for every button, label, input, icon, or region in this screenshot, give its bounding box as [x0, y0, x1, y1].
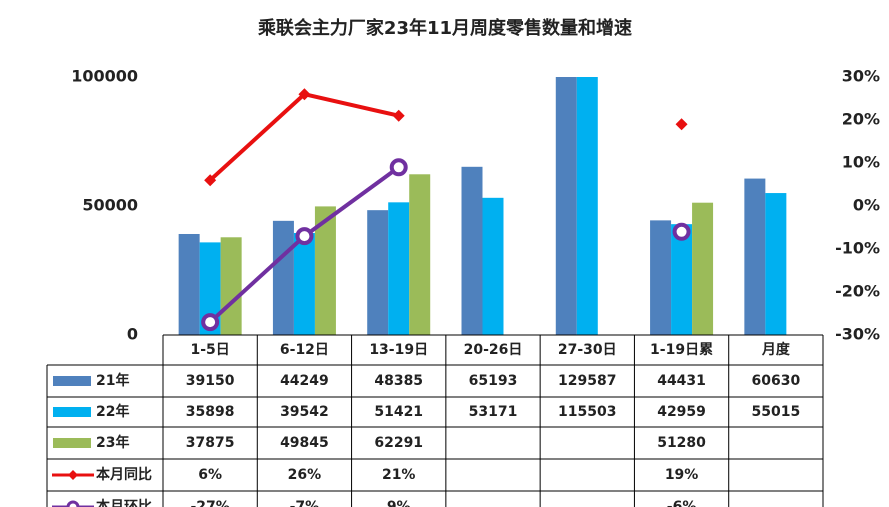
y2-tick-label: -30% — [835, 325, 880, 344]
bar — [272, 220, 294, 335]
marker — [672, 222, 691, 241]
y-tick-label: 0 — [127, 325, 138, 344]
table-cell: 9% — [387, 499, 411, 507]
table-cell: 44249 — [280, 373, 329, 389]
legend-key — [66, 500, 80, 507]
marker — [389, 158, 408, 177]
bar — [576, 77, 598, 335]
bar — [388, 202, 410, 335]
table-cell: 62291 — [374, 435, 423, 451]
y2-tick-label: -20% — [835, 282, 880, 301]
bar — [409, 174, 431, 335]
table-cell: -7% — [290, 499, 320, 507]
table-cell: -27% — [190, 499, 229, 507]
x-tick-label: 27-30日 — [558, 342, 617, 358]
bar-layer — [178, 77, 787, 335]
bar — [650, 220, 672, 335]
bar — [220, 237, 242, 335]
y-tick-label: 100000 — [71, 67, 138, 86]
bar — [367, 210, 389, 335]
table-cell: -6% — [667, 499, 697, 507]
table-cell: 39542 — [280, 404, 329, 420]
y-tick-label: 50000 — [82, 196, 138, 215]
legend-label: 21年 — [96, 372, 129, 389]
x-tick-label: 1-5日 — [190, 342, 229, 358]
bar — [482, 197, 504, 335]
table-cell: 21% — [382, 467, 416, 483]
legend-key — [53, 438, 91, 448]
bar — [314, 206, 336, 335]
table-cell: 51421 — [374, 404, 423, 420]
bar — [199, 242, 221, 335]
bar — [461, 166, 483, 335]
marker — [201, 313, 220, 332]
marker — [295, 227, 314, 246]
legend-key — [53, 376, 91, 386]
bar — [671, 224, 693, 335]
marker — [298, 88, 311, 101]
table-cell: 53171 — [469, 404, 518, 420]
y2-tick-label: 20% — [842, 110, 880, 129]
table-cell: 6% — [198, 467, 222, 483]
bar — [555, 77, 577, 335]
table-cell: 115503 — [558, 404, 616, 420]
table-cell: 55015 — [751, 404, 800, 420]
table-cell: 35898 — [186, 404, 235, 420]
legend-label: 本月同比 — [96, 466, 152, 483]
table-cell: 44431 — [657, 373, 706, 389]
table-cell: 26% — [288, 467, 322, 483]
x-tick-label: 6-12日 — [280, 342, 329, 358]
y2-tick-label: -10% — [835, 239, 880, 258]
x-tick-label: 13-19日 — [369, 342, 428, 358]
x-tick-label: 月度 — [761, 341, 791, 358]
table-cell: 19% — [665, 467, 699, 483]
bar — [692, 202, 714, 335]
legend-key — [53, 407, 91, 417]
table-cell: 60630 — [751, 373, 800, 389]
table-cell: 65193 — [469, 373, 518, 389]
table-cell: 42959 — [657, 404, 706, 420]
marker — [204, 174, 217, 187]
bar — [293, 232, 315, 335]
legend-label: 23年 — [96, 434, 129, 451]
y2-tick-label: 10% — [842, 153, 880, 172]
bar — [765, 193, 787, 335]
table-cell: 51280 — [657, 435, 706, 451]
marker — [675, 118, 688, 131]
legend-label: 本月环比 — [96, 498, 152, 507]
x-tick-label: 1-19日累 — [650, 342, 713, 358]
table-cell: 129587 — [558, 373, 616, 389]
legend-label: 22年 — [96, 403, 129, 420]
y2-tick-label: 0% — [853, 196, 880, 215]
legend-key — [68, 470, 78, 480]
table-cell: 39150 — [186, 373, 235, 389]
y2-tick-label: 30% — [842, 67, 880, 86]
bar — [178, 233, 200, 335]
table-cell: 48385 — [374, 373, 423, 389]
marker — [392, 109, 405, 122]
table-cell: 49845 — [280, 435, 329, 451]
x-tick-label: 20-26日 — [464, 342, 523, 358]
bar — [744, 178, 766, 335]
chart-title: 乘联会主力厂家23年11月周度零售数量和增速 — [257, 17, 632, 39]
table-cell: 37875 — [186, 435, 235, 451]
